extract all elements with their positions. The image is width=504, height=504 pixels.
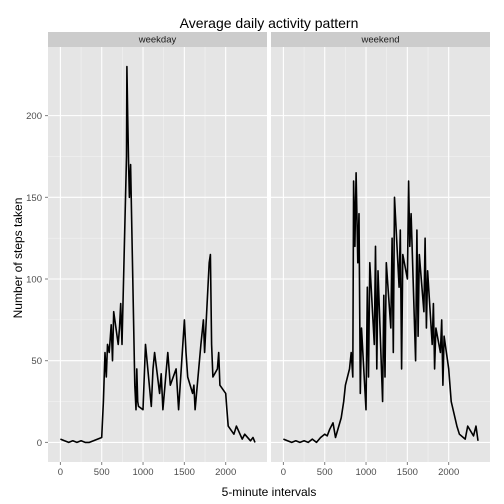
y-tick-label: 200 [26,111,42,122]
y-tick-label: 100 [26,275,42,286]
chart-title: Average daily activity pattern [180,15,359,31]
series-line-weekend [283,172,479,444]
x-tick-label: 500 [317,467,333,478]
x-tick-label: 0 [281,467,286,478]
y-tick-label: 0 [37,438,42,449]
facet-panels: weekday 0 500 1000 1500 2000 0 50 100 150 200 weeke… [26,32,490,478]
panel-weekday: weekday 0 500 1000 1500 2000 0 50 100 150 200 [26,32,267,478]
x-tick-label: 1000 [355,467,376,478]
x-tick-label: 2000 [438,467,459,478]
panel-weekend: weekend 0 500 1000 1500 2000 [271,32,490,478]
x-tick-label: 500 [94,467,110,478]
x-tick-label: 1500 [397,467,418,478]
strip-weekday [48,32,267,47]
strip-label-weekday: weekday [138,35,177,46]
series-line-weekday [60,65,256,444]
x-tick-label: 1000 [132,467,153,478]
x-tick-label: 2000 [215,467,236,478]
x-tick-label: 0 [58,467,63,478]
y-axis-title: Number of steps taken [11,198,25,319]
strip-label-weekend: weekend [360,35,399,46]
strip-weekend [271,32,490,47]
x-tick-label: 1500 [174,467,195,478]
y-tick-label: 50 [31,356,42,367]
y-tick-label: 150 [26,193,42,204]
x-axis-title: 5-minute intervals [222,485,317,499]
